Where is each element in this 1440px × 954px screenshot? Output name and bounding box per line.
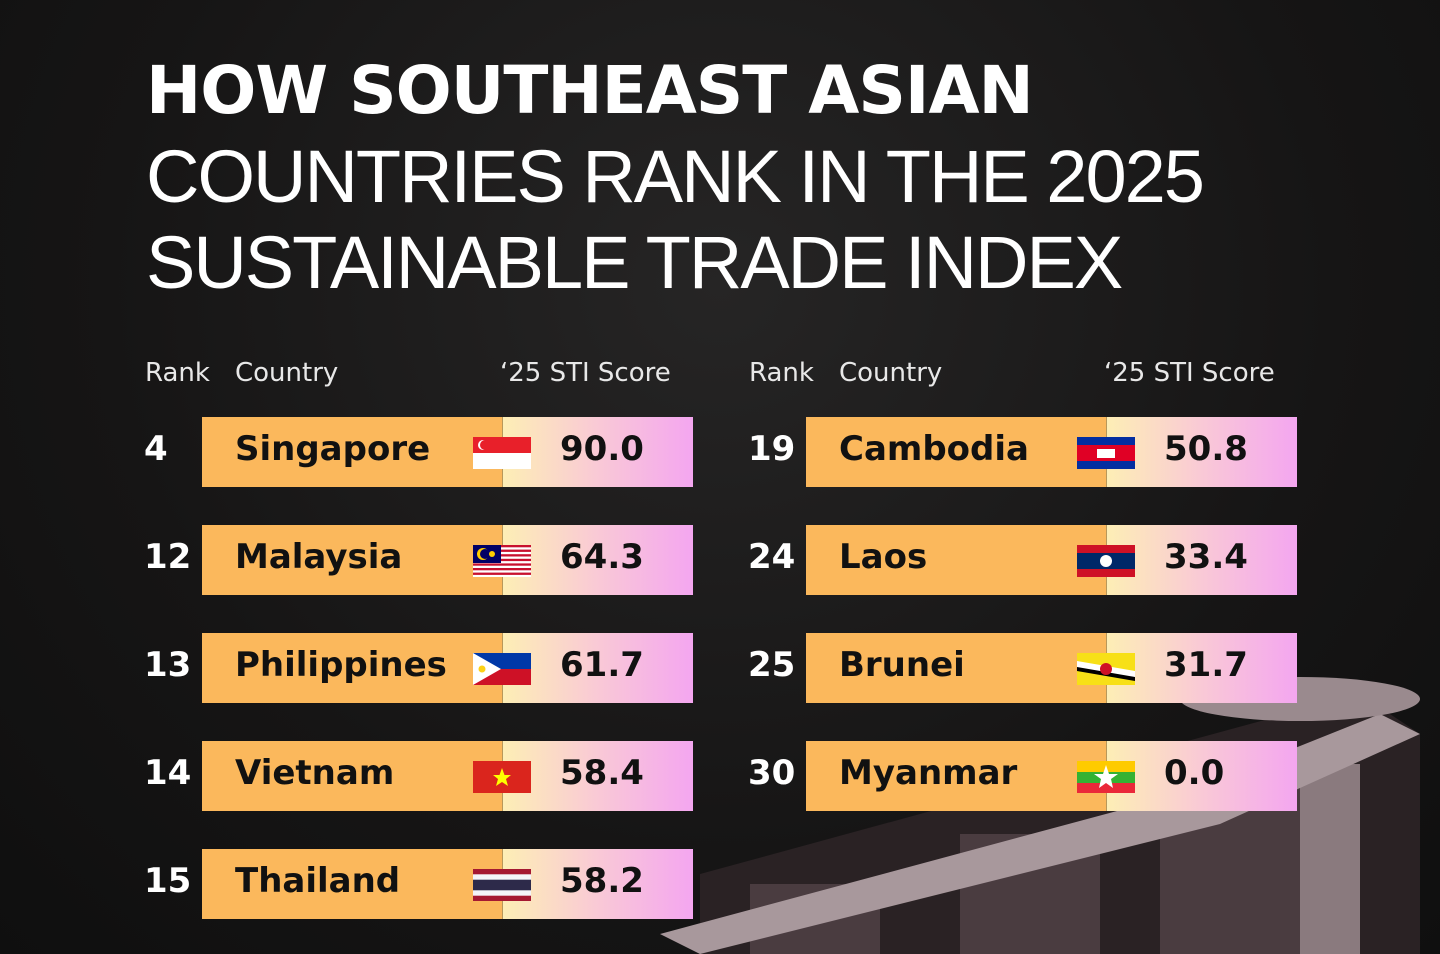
table-row: 15 Thailand 58.2 (144, 849, 693, 919)
rank-value: 24 (748, 537, 796, 577)
myanmar-flag-icon (1077, 761, 1135, 793)
title-line-3: SUSTAINABLE TRADE INDEX (146, 221, 1123, 304)
header-score-left: ‘25 STI Score (500, 358, 671, 388)
score-cell: 50.8 (1106, 417, 1297, 487)
table-row: 12 Malaysia 64.3 (144, 525, 693, 595)
table-row: 24 Laos 33.4 (748, 525, 1297, 595)
rank-value: 4 (144, 429, 168, 469)
rank-value: 12 (144, 537, 192, 577)
score-cell: 58.2 (502, 849, 693, 919)
country-name: Philippines (235, 645, 447, 685)
table-row: 30 Myanmar 0.0 (748, 741, 1297, 811)
rank-value: 15 (144, 861, 192, 901)
rank-value: 19 (748, 429, 796, 469)
infographic-title: HOW SOUTHEAST ASIAN COUNTRIES RANK IN TH… (146, 48, 1205, 306)
table-row: 4 Singapore 90.0 (144, 417, 693, 487)
header-country-left: Country (235, 358, 339, 388)
country-name: Brunei (839, 645, 965, 685)
cambodia-flag-icon (1077, 437, 1135, 469)
vietnam-flag-icon (473, 761, 531, 793)
score-value: 31.7 (1164, 645, 1248, 685)
score-cell: 33.4 (1106, 525, 1297, 595)
brunei-flag-icon (1077, 653, 1135, 685)
title-line-1: HOW SOUTHEAST ASIAN (146, 52, 1034, 129)
country-name: Myanmar (839, 753, 1018, 793)
header-rank-right: Rank (749, 358, 814, 388)
singapore-flag-icon (473, 437, 531, 469)
score-cell: 64.3 (502, 525, 693, 595)
thailand-flag-icon (473, 869, 531, 901)
score-cell: 31.7 (1106, 633, 1297, 703)
rank-value: 30 (748, 753, 796, 793)
laos-flag-icon (1077, 545, 1135, 577)
rank-value: 25 (748, 645, 796, 685)
rank-value: 14 (144, 753, 192, 793)
table-row: 13 Philippines 61.7 (144, 633, 693, 703)
country-name: Vietnam (235, 753, 395, 793)
rank-value: 13 (144, 645, 192, 685)
score-cell: 0.0 (1106, 741, 1297, 811)
philippines-flag-icon (473, 653, 531, 685)
score-value: 0.0 (1164, 753, 1225, 793)
title-line-2: COUNTRIES RANK IN THE 2025 (146, 135, 1205, 218)
marina-bay-sands-image (660, 677, 1420, 954)
malaysia-flag-icon (473, 545, 531, 577)
score-value: 61.7 (560, 645, 644, 685)
header-rank-left: Rank (145, 358, 210, 388)
score-cell: 90.0 (502, 417, 693, 487)
score-cell: 58.4 (502, 741, 693, 811)
score-value: 64.3 (560, 537, 644, 577)
table-row: 19 Cambodia 50.8 (748, 417, 1297, 487)
score-cell: 61.7 (502, 633, 693, 703)
country-name: Thailand (235, 861, 401, 901)
table-row: 25 Brunei 31.7 (748, 633, 1297, 703)
country-name: Cambodia (839, 429, 1029, 469)
header-country-right: Country (839, 358, 943, 388)
country-name: Singapore (235, 429, 431, 469)
table-row: 14 Vietnam 58.4 (144, 741, 693, 811)
country-name: Laos (839, 537, 928, 577)
score-value: 90.0 (560, 429, 644, 469)
score-value: 33.4 (1164, 537, 1248, 577)
country-name: Malaysia (235, 537, 403, 577)
header-score-right: ‘25 STI Score (1104, 358, 1275, 388)
score-value: 58.2 (560, 861, 644, 901)
score-value: 58.4 (560, 753, 644, 793)
score-value: 50.8 (1164, 429, 1248, 469)
